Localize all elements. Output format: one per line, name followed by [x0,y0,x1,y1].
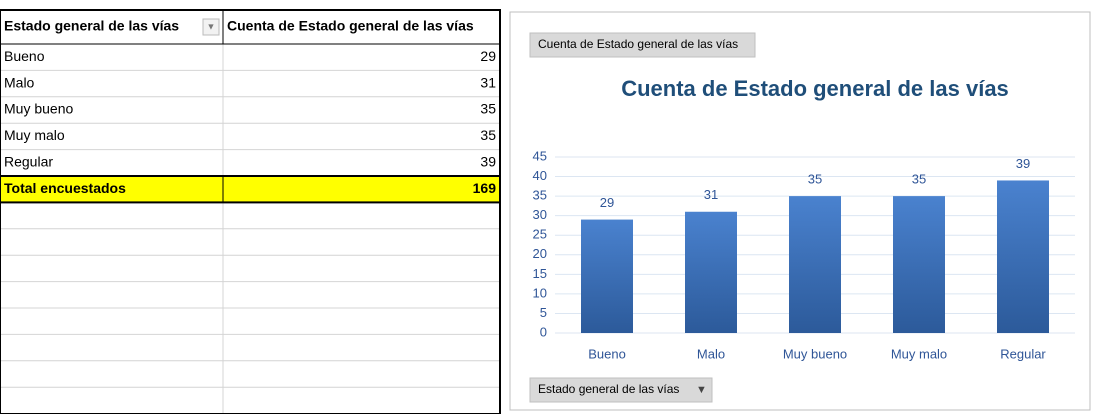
bar [789,196,841,333]
total-value: 169 [473,180,497,196]
total-label: Total encuestados [4,180,126,196]
bar [893,196,945,333]
x-tick-label: Regular [1000,346,1046,361]
y-tick-label: 0 [540,324,547,339]
axis-button[interactable] [529,377,713,403]
row-value: 29 [480,48,496,64]
row-value: 31 [480,74,496,90]
data-label: 35 [808,172,822,187]
row-label: Muy malo [4,127,65,143]
column-header: Estado general de las vías [4,18,179,34]
y-tick-label: 25 [533,227,547,242]
data-label: 39 [1016,156,1030,171]
row-label: Regular [4,154,53,170]
filter-arrow: ▼ [207,21,216,31]
row-label: Bueno [4,48,45,64]
data-label: 29 [600,195,614,210]
row-label: Malo [4,74,35,90]
bar [997,180,1049,333]
row-label: Muy bueno [4,101,73,117]
value-button[interactable] [529,32,756,58]
dropdown-arrow: ▼ [696,384,707,396]
y-tick-label: 45 [533,148,547,163]
y-tick-label: 15 [533,266,547,281]
header-row [0,9,501,45]
bar [685,211,737,333]
x-tick-label: Muy bueno [783,346,847,361]
y-tick-label: 40 [533,168,547,183]
axis-button-label: Estado general de las vías [538,382,679,396]
x-tick-label: Bueno [588,346,626,361]
row-value: 35 [480,127,496,143]
x-tick-label: Muy malo [891,346,947,361]
x-tick-label: Malo [697,346,725,361]
y-tick-label: 30 [533,207,547,222]
row-value: 35 [480,101,496,117]
row-value: 39 [480,154,496,170]
table-frame [0,9,501,414]
filter-button[interactable] [202,18,220,36]
y-tick-label: 35 [533,188,547,203]
y-tick-label: 10 [533,285,547,300]
bar [581,219,633,333]
value-button-label: Cuenta de Estado general de las vías [538,37,738,51]
data-label: 35 [912,172,926,187]
chart-title: Cuenta de Estado general de las vías [621,76,1009,101]
y-tick-label: 5 [540,305,547,320]
data-label: 31 [704,187,718,202]
column-header: Cuenta de Estado general de las vías [227,18,474,34]
y-tick-label: 20 [533,246,547,261]
